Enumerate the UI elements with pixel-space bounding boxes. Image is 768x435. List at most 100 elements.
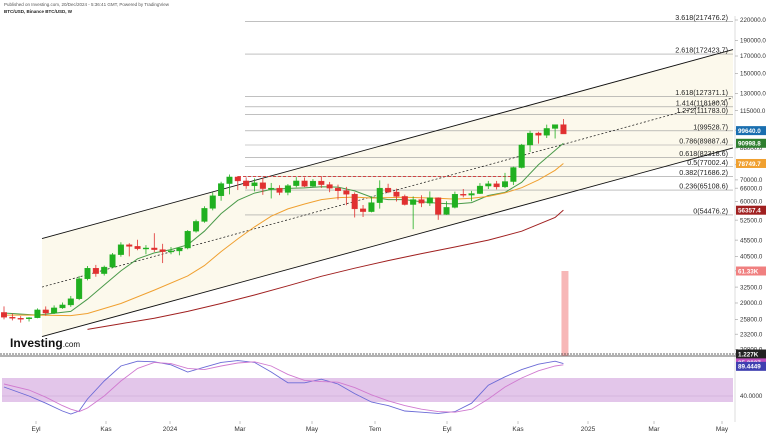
candle — [276, 185, 283, 196]
fib-label: 1(99528.7) — [693, 122, 728, 131]
price-badge-text: 78749.7 — [738, 161, 761, 168]
y-tick-label: 52500.0 — [740, 217, 763, 224]
price-badge: 56357.4 — [736, 205, 766, 215]
candle — [167, 247, 174, 255]
candle-body — [42, 309, 49, 314]
channel-fill — [42, 49, 733, 337]
candle — [435, 197, 442, 220]
candle — [460, 188, 467, 198]
candle-body — [527, 132, 534, 146]
candle — [34, 308, 41, 319]
price-badge-text: 61.33K — [738, 268, 759, 275]
rsi-badge-bg — [736, 361, 766, 371]
y-tick-label: 220000.0 — [740, 17, 766, 24]
y-tick-label: 130000.0 — [740, 91, 766, 98]
fib-label: 1.414(118180.4) — [676, 98, 728, 107]
x-tick-label: Tem — [369, 426, 381, 433]
candle-body — [535, 132, 542, 136]
candle-body — [301, 180, 308, 187]
rsi-line — [3, 361, 564, 413]
candle-body — [226, 176, 233, 184]
publish-line: Published on Investing.com, 20/Dec/2024 … — [4, 2, 170, 7]
candle-body — [142, 247, 149, 250]
y-tick-label: 32500.0 — [740, 284, 763, 291]
moving-average-line — [3, 142, 564, 316]
candle-body — [502, 181, 509, 188]
candle-body — [476, 185, 483, 194]
price-badge: 61.33K — [736, 266, 766, 276]
candle — [535, 131, 542, 144]
candle — [176, 247, 183, 256]
candle — [134, 239, 141, 251]
candle-body — [26, 317, 33, 319]
candle-body — [17, 318, 24, 320]
price-badge-bg — [736, 205, 766, 215]
x-tick-label: 2025 — [581, 426, 596, 433]
candle — [193, 219, 200, 233]
candle — [151, 233, 158, 252]
x-tick-label: 2024 — [163, 426, 178, 433]
candle — [343, 186, 350, 206]
y-tick-label: 29000.0 — [740, 300, 763, 307]
price-badge: 78749.7 — [736, 158, 766, 168]
candle — [51, 305, 58, 315]
rsi-y-tick-label: 40.0000 — [740, 393, 763, 400]
candle — [209, 192, 216, 211]
candle-body — [560, 124, 567, 135]
candle-body — [218, 183, 225, 196]
candle — [284, 183, 291, 196]
candle — [360, 204, 367, 217]
candle — [251, 178, 258, 192]
x-tick-label: Kas — [100, 426, 112, 433]
y-tick-label: 170000.0 — [740, 53, 766, 60]
candle — [518, 143, 525, 169]
candle-body — [309, 180, 316, 187]
fib-label: 2.618(172423.7) — [675, 46, 728, 55]
candle-body — [9, 316, 16, 319]
candle-body — [451, 194, 458, 208]
investing-logo: Investing.com — [10, 336, 80, 350]
candle — [218, 181, 225, 201]
candle — [326, 181, 333, 193]
price-badge-text: 56357.4 — [738, 208, 761, 215]
candle — [476, 183, 483, 194]
price-badge-bg — [736, 266, 766, 276]
candle-body — [351, 194, 358, 210]
rsi-line — [3, 360, 564, 415]
rsi-badge: 89.4449 — [736, 361, 766, 371]
candle-body — [134, 246, 141, 249]
fib-label: 0.5(77002.4) — [687, 158, 728, 167]
candle — [493, 180, 500, 190]
candle — [468, 190, 475, 202]
candle-body — [34, 309, 41, 318]
candle — [426, 191, 433, 206]
candle-body — [259, 182, 266, 189]
volume-scale-badge: 1.227K — [736, 349, 766, 359]
price-badge-bg — [736, 158, 766, 168]
y-tick-label: 190000.0 — [740, 38, 766, 45]
candle-body — [343, 190, 350, 195]
fib-label: 3.618(217476.2) — [675, 13, 728, 22]
candle — [510, 166, 517, 186]
symbol-line: BTC/USD, Binance BTC/USD, W — [4, 9, 73, 14]
candle — [184, 230, 191, 250]
candle-body — [59, 304, 66, 309]
price-badge-bg — [736, 138, 766, 148]
candle-body — [410, 199, 417, 205]
fib-label: 1.272(111783.0) — [676, 106, 728, 115]
candle-body — [251, 182, 258, 187]
candle — [26, 317, 33, 322]
candle-body — [117, 244, 124, 255]
candle-body — [468, 193, 475, 196]
y-tick-label: 70000.0 — [740, 177, 763, 184]
candle — [17, 316, 24, 323]
candle — [335, 184, 342, 200]
candle — [243, 177, 250, 189]
price-badge-bg — [736, 126, 766, 136]
rsi-band — [2, 378, 733, 402]
y-tick-label: 23200.0 — [740, 331, 763, 338]
candle-body — [385, 187, 392, 193]
candle-body — [76, 278, 83, 299]
